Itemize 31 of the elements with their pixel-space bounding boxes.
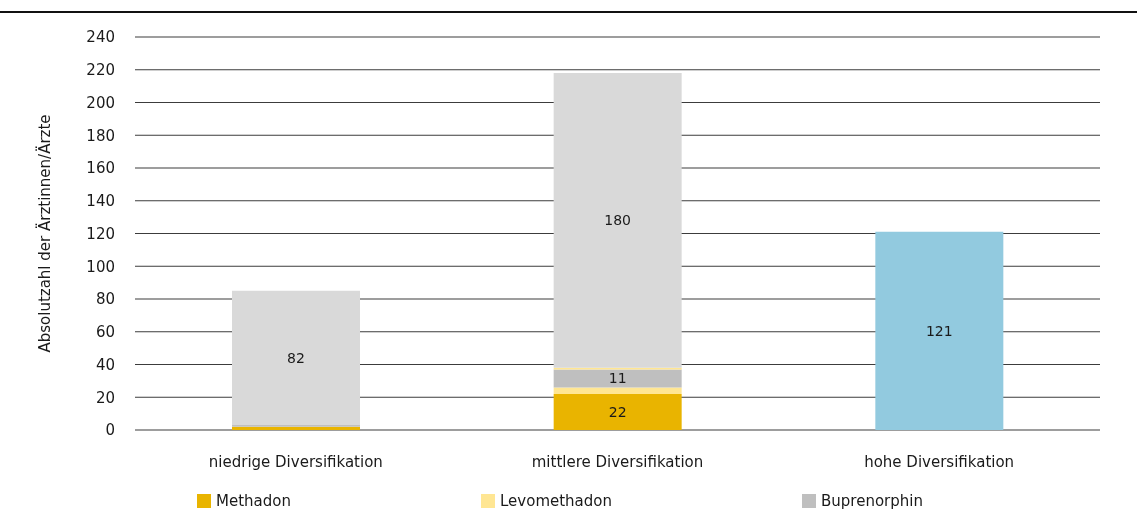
y-tick-label: 60 <box>95 323 115 342</box>
legend-label: Methadon <box>216 491 291 510</box>
y-tick-label: 240 <box>86 28 115 47</box>
y-tick-label: 200 <box>86 93 115 112</box>
y-tick-label: 20 <box>95 388 115 407</box>
bar <box>553 387 682 394</box>
bar <box>875 231 1004 430</box>
y-tick-label: 120 <box>86 224 115 243</box>
data-label: 82 <box>287 349 305 366</box>
bar <box>553 369 682 388</box>
y-tick-label: 180 <box>86 126 115 145</box>
y-tick-label: 160 <box>86 159 115 178</box>
x-tick-label: hohe Diversifikation <box>864 452 1015 471</box>
bar <box>553 73 682 368</box>
data-label: 180 <box>604 212 632 229</box>
x-tick-label: mittlere Diversifikation <box>531 452 704 471</box>
y-tick-label: 100 <box>86 257 115 276</box>
data-label: 11 <box>608 370 627 387</box>
data-label: 121 <box>925 322 953 339</box>
legend-label: Levomethadon <box>500 491 613 510</box>
x-tick-label: niedrige Diversifikation <box>208 452 383 471</box>
y-tick-label: 40 <box>95 355 115 374</box>
data-label: 22 <box>608 403 627 420</box>
legend-label: Buprenorphin <box>821 491 923 510</box>
y-tick-label: 140 <box>86 192 115 211</box>
y-tick-label: 80 <box>95 290 115 309</box>
bar <box>553 393 682 430</box>
y-tick-label: 0 <box>105 421 115 440</box>
bar <box>232 290 360 426</box>
y-tick-label: 220 <box>86 61 115 80</box>
y-axis-title: Absolutzahl der Ärztinnen/Ärzte <box>35 114 55 353</box>
